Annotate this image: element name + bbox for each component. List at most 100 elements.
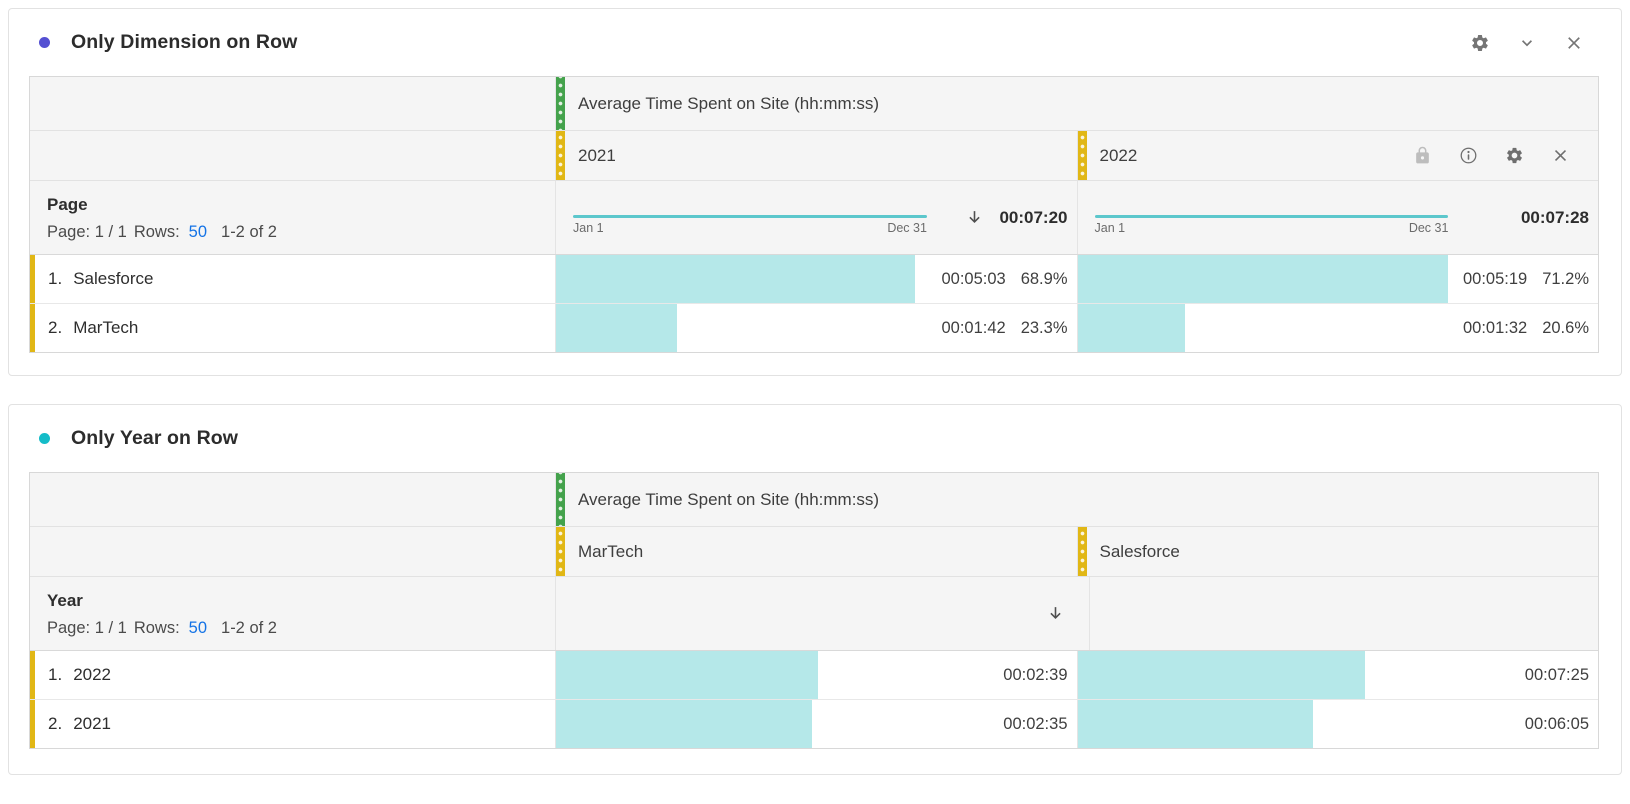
column-drag-handle[interactable] (1077, 527, 1087, 576)
row-drag-handle[interactable] (30, 700, 35, 748)
column-header-label: MarTech (578, 541, 644, 561)
corner-cell (30, 527, 555, 576)
corner-cell (30, 473, 555, 526)
sparkline-line (573, 215, 927, 218)
column-total: 00:07:20 (999, 207, 1068, 227)
chevron-down-icon[interactable] (1517, 33, 1537, 53)
cell-bar (556, 651, 818, 699)
column-header-martech[interactable]: MarTech (555, 527, 1077, 576)
metric-header-label: Average Time Spent on Site (hh:mm:ss) (578, 489, 880, 509)
row-range: 1-2 of 2 (221, 619, 277, 637)
row-drag-handle[interactable] (30, 255, 35, 303)
cell-bar (1077, 255, 1449, 303)
data-cell[interactable]: 00:01:42 23.3% (555, 304, 1077, 352)
column-header-2021[interactable]: 2021 (555, 131, 1077, 180)
freeform-table: Average Time Spent on Site (hh:mm:ss) 20… (29, 76, 1599, 353)
column-header-label: Salesforce (1099, 541, 1180, 561)
sort-arrow-icon[interactable] (1046, 604, 1065, 623)
rows-per-page-link[interactable]: 50 (188, 619, 208, 637)
row-drag-handle[interactable] (30, 304, 35, 352)
workspace-canvas: Only Dimension on Row Average Time Spent… (8, 8, 1622, 775)
pagination: Page: 1 / 1 Rows: 50 1-2 of 2 (47, 218, 555, 246)
corner-cell (30, 77, 555, 130)
freeform-table: Average Time Spent on Site (hh:mm:ss) Ma… (29, 472, 1599, 749)
cell-value: 00:06:05 (1524, 714, 1589, 733)
column-drag-handle[interactable] (1077, 131, 1087, 180)
table-row: 2. 2021 00:02:35 00:06:05 (30, 699, 1598, 748)
row-range: 1-2 of 2 (221, 223, 277, 241)
column-drag-handle[interactable] (556, 131, 565, 180)
sort-arrow-icon[interactable] (965, 208, 984, 227)
panel-title: Only Year on Row (71, 427, 239, 449)
column-drag-handle[interactable] (556, 527, 565, 576)
settings-icon[interactable] (1470, 33, 1490, 53)
row-drag-handle[interactable] (30, 651, 35, 699)
column-summary-2022: Jan 1 Dec 31 00:07:28 (1076, 181, 1599, 254)
column-header-label: 2022 (1099, 145, 1138, 165)
panel-title: Only Dimension on Row (71, 31, 298, 53)
sparkline-end-label: Dec 31 (1408, 221, 1449, 235)
rows-per-page-link[interactable]: 50 (188, 223, 208, 241)
panel-header: Only Year on Row (9, 405, 1621, 472)
row-dimension-title: Year (47, 591, 83, 610)
panel-header: Only Dimension on Row (9, 9, 1621, 76)
pagination: Page: 1 / 1 Rows: 50 1-2 of 2 (47, 614, 555, 642)
metric-drag-handle[interactable] (556, 473, 565, 526)
column-summary-salesforce (1088, 577, 1599, 650)
column-header-salesforce[interactable]: Salesforce (1076, 527, 1599, 576)
cell-percent: 68.9% (1020, 269, 1068, 288)
row-dimension-title: Page (47, 195, 88, 214)
cell-value: 00:02:35 (1003, 714, 1068, 733)
data-cell[interactable]: 00:02:39 (555, 651, 1077, 699)
cell-value: 00:05:03 (941, 269, 1006, 288)
close-icon[interactable] (1551, 146, 1570, 165)
metric-header-cell[interactable]: Average Time Spent on Site (hh:mm:ss) (555, 77, 1598, 130)
metric-header-label: Average Time Spent on Site (hh:mm:ss) (578, 93, 880, 113)
row-label-cell[interactable]: 1. 2022 (35, 651, 555, 699)
cell-percent: 71.2% (1542, 269, 1589, 288)
data-cell[interactable]: 00:05:03 68.9% (555, 255, 1077, 303)
metric-header-cell[interactable]: Average Time Spent on Site (hh:mm:ss) (555, 473, 1598, 526)
cell-bar (1077, 304, 1185, 352)
data-cell[interactable]: 00:05:19 71.2% (1076, 255, 1599, 303)
panel-color-dot (39, 37, 50, 48)
data-cell[interactable]: 00:07:25 (1076, 651, 1599, 699)
panel-only-dimension-on-row: Only Dimension on Row Average Time Spent… (8, 8, 1622, 376)
cell-percent: 23.3% (1020, 318, 1068, 337)
data-cell[interactable]: 00:06:05 (1076, 700, 1599, 748)
rows-label: Rows: (133, 223, 180, 241)
row-rank: 2. (48, 714, 63, 733)
data-cell[interactable]: 00:02:35 (555, 700, 1077, 748)
sparkline: Jan 1 Dec 31 (573, 215, 927, 235)
cell-value: 00:01:32 (1462, 318, 1528, 337)
row-label-cell[interactable]: 1. Salesforce (35, 255, 555, 303)
row-label: 2022 (73, 665, 112, 684)
info-icon[interactable] (1459, 146, 1478, 165)
lock-icon[interactable] (1413, 146, 1432, 165)
rows-label: Rows: (133, 619, 180, 637)
panel-toolbar (1470, 33, 1584, 53)
sparkline: Jan 1 Dec 31 (1094, 215, 1449, 235)
row-label-cell[interactable]: 2. 2021 (35, 700, 555, 748)
close-icon[interactable] (1564, 33, 1584, 53)
data-cell[interactable]: 00:01:32 20.6% (1076, 304, 1599, 352)
column-header-label: 2021 (578, 145, 616, 165)
column-header-2022[interactable]: 2022 (1076, 131, 1599, 180)
row-label: 2021 (73, 714, 112, 733)
row-label-cell[interactable]: 2. MarTech (35, 304, 555, 352)
cell-value: 00:01:42 (941, 318, 1006, 337)
cell-bar (556, 304, 678, 352)
sparkline-start-label: Jan 1 (573, 221, 604, 235)
corner-cell (30, 131, 555, 180)
column-header-actions (1413, 146, 1598, 165)
cell-value: 00:07:25 (1524, 665, 1589, 684)
cell-bar (1077, 700, 1313, 748)
row-label: MarTech (73, 318, 139, 337)
sparkline-end-label: Dec 31 (887, 221, 927, 235)
row-rank: 1. (48, 269, 63, 288)
settings-icon[interactable] (1505, 146, 1524, 165)
column-summary-martech (555, 577, 1089, 650)
cell-bar (556, 700, 812, 748)
row-dimension-cell: Year Page: 1 / 1 Rows: 50 1-2 of 2 (30, 577, 555, 650)
metric-drag-handle[interactable] (556, 77, 565, 130)
